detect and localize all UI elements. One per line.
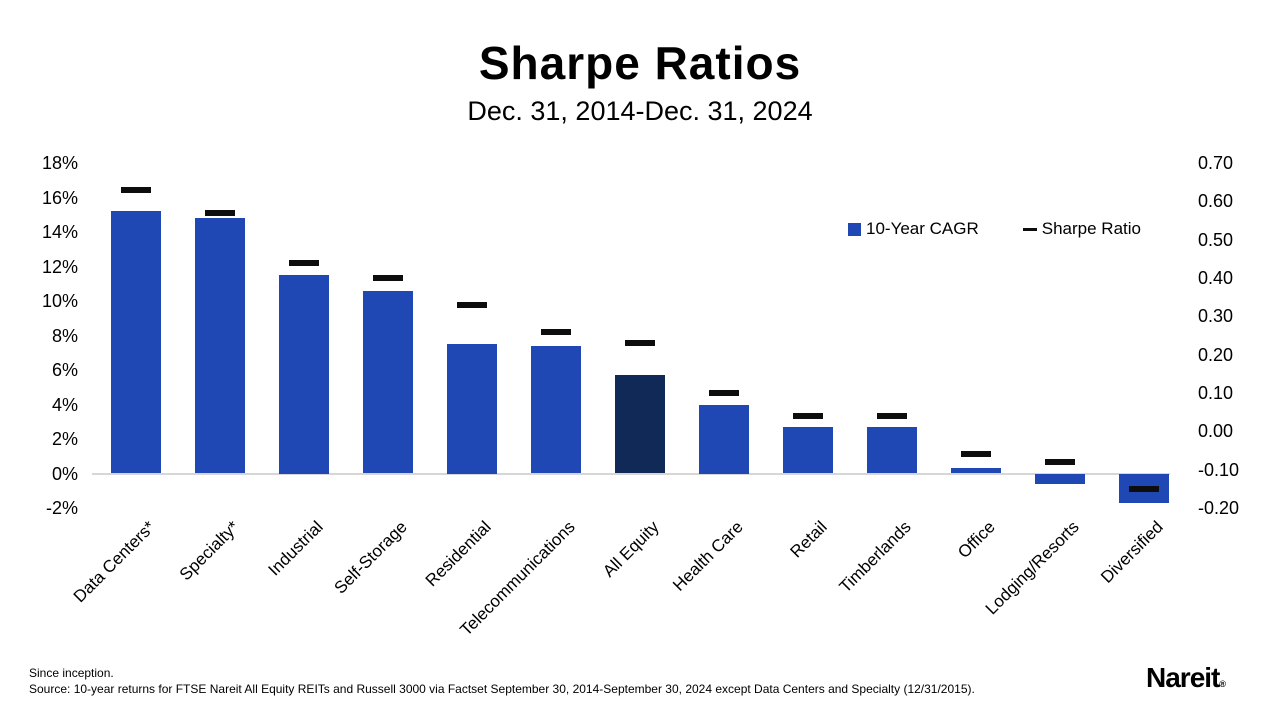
- sharpe-marker-1: [121, 186, 151, 193]
- x-axis-label: Specialty*: [175, 517, 243, 585]
- bar-office: [951, 468, 1001, 474]
- bar-telecommunications: [531, 345, 581, 474]
- left-axis-tick: -2%: [45, 498, 78, 518]
- sharpe-marker-8: [709, 390, 739, 396]
- right-axis-tick: 0.10: [1198, 383, 1234, 403]
- bar-lodging-resorts: [1035, 473, 1085, 484]
- left-axis-tick: 18%: [41, 153, 78, 173]
- left-axis-tick: 12%: [41, 256, 78, 277]
- x-axis-label: Office: [954, 517, 999, 562]
- sharpe-marker-3: [289, 259, 319, 266]
- zero-baseline: [92, 472, 1170, 475]
- bar-retail: [783, 426, 833, 474]
- bar-self-storage: [363, 290, 413, 474]
- right-axis-tick: 0.50: [1198, 229, 1234, 250]
- chart-subtitle: Dec. 31, 2014-Dec. 31, 2024: [467, 96, 813, 126]
- sharpe-marker-11: [961, 451, 991, 458]
- footnote-since-inception: Since inception.: [29, 666, 114, 680]
- legend: 10-Year CAGR Sharpe Ratio: [848, 219, 1141, 239]
- footnotes: Since inception. Source: 10-year returns…: [29, 666, 975, 697]
- sharpe-marker-7: [625, 340, 655, 347]
- x-axis-label: Self-Storage: [330, 517, 411, 598]
- x-axis-label: Residential: [421, 517, 495, 591]
- right-axis-tick: -0.10: [1198, 459, 1240, 480]
- legend-label-sharpe: Sharpe Ratio: [1041, 219, 1141, 238]
- x-axis-label: All Equity: [599, 517, 663, 581]
- x-axis-label: Lodging/Resorts: [981, 517, 1083, 619]
- bar-health-care: [699, 404, 749, 474]
- sharpe-marker-6: [541, 328, 571, 335]
- x-axis-label: Diversified: [1097, 517, 1167, 587]
- chart-title: Sharpe Ratios: [478, 37, 802, 89]
- x-axis-label: Retail: [786, 517, 831, 562]
- left-axis-tick: 2%: [51, 429, 78, 449]
- bar-all-equity: [615, 375, 665, 474]
- x-axis-label: Industrial: [264, 517, 327, 580]
- right-axis-tick: -0.20: [1198, 498, 1240, 518]
- x-axis-label: Health Care: [669, 517, 747, 595]
- sharpe-marker-5: [457, 301, 487, 308]
- left-axis-tick: 10%: [41, 291, 78, 311]
- left-axis-tick: 4%: [51, 394, 78, 415]
- sharpe-marker-2: [205, 209, 235, 216]
- left-axis-tick: 6%: [51, 360, 78, 380]
- sharpe-marker-9: [793, 413, 823, 419]
- bar-specialty: [195, 218, 245, 474]
- sharpe-marker-4: [373, 275, 403, 281]
- bar-series-swatch-icon: [848, 222, 861, 236]
- footnote-source: Source: 10-year returns for FTSE Nareit …: [29, 681, 975, 696]
- registered-trademark-icon: ®: [1219, 679, 1227, 689]
- x-axis-label: Telecommunications: [456, 517, 579, 640]
- x-axis-label: Data Centers*: [69, 517, 159, 607]
- sharpe-marker-12: [1045, 459, 1075, 465]
- left-axis-tick: 0%: [51, 463, 78, 484]
- bar-data-centers: [111, 211, 161, 474]
- nareit-logo-text: Nareit: [1146, 662, 1220, 693]
- legend-item-sharpe: Sharpe Ratio: [1022, 219, 1141, 239]
- nareit-logo: Nareit®: [1146, 662, 1226, 694]
- left-axis-tick: 8%: [51, 325, 78, 346]
- right-axis-tick: 0.20: [1198, 344, 1234, 365]
- left-axis-tick: 16%: [41, 187, 78, 208]
- left-axis-tick: 14%: [41, 222, 78, 242]
- right-axis-tick: 0.40: [1198, 268, 1234, 288]
- legend-label-cagr: 10-Year CAGR: [866, 219, 979, 238]
- sharpe-marker-13: [1129, 485, 1159, 492]
- bar-timberlands: [867, 426, 917, 474]
- dash-series-swatch-icon: [1022, 227, 1037, 231]
- right-axis-tick: 0.70: [1198, 153, 1234, 173]
- bar-residential: [447, 344, 497, 474]
- right-axis-tick: 0.60: [1198, 191, 1234, 212]
- right-axis-tick: 0.30: [1198, 306, 1234, 327]
- x-axis-label: Timberlands: [835, 517, 915, 597]
- bar-industrial: [279, 275, 329, 474]
- sharpe-marker-10: [877, 413, 907, 419]
- right-axis-tick: 0.00: [1198, 421, 1234, 442]
- legend-item-cagr: 10-Year CAGR: [848, 219, 979, 239]
